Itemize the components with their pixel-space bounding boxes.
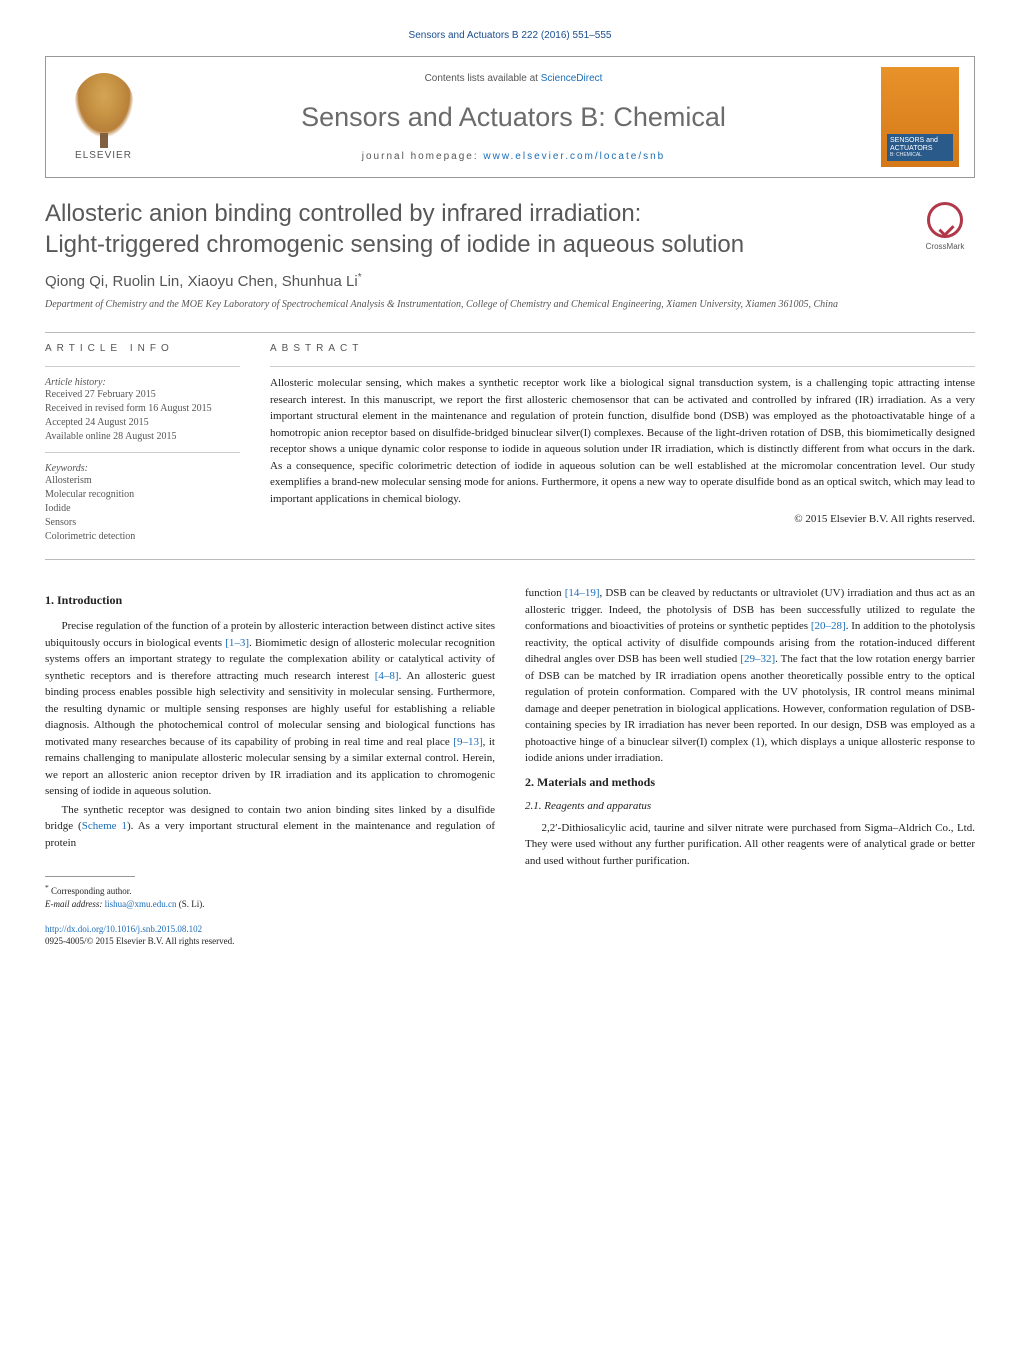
body-text: function: [525, 587, 565, 599]
history-line: Received 27 February 2015: [45, 388, 240, 402]
body-paragraph: 2,2′-Dithiosalicylic acid, taurine and s…: [525, 820, 975, 870]
cover-label-top: SENSORS and: [890, 137, 950, 145]
doi-link[interactable]: http://dx.doi.org/10.1016/j.snb.2015.08.…: [45, 924, 202, 934]
authors: Qiong Qi, Ruolin Lin, Xiaoyu Chen, Shunh…: [45, 272, 975, 290]
left-column: 1. Introduction Precise regulation of th…: [45, 585, 495, 947]
elsevier-logo: ELSEVIER: [61, 70, 146, 165]
contents-available: Contents lists available at ScienceDirec…: [146, 73, 881, 84]
citation-link[interactable]: [9–13]: [453, 736, 482, 748]
citation-link[interactable]: [1–3]: [225, 637, 249, 649]
history-line: Received in revised form 16 August 2015: [45, 402, 240, 416]
history-label: Article history:: [45, 377, 240, 388]
abstract-copyright: © 2015 Elsevier B.V. All rights reserved…: [270, 513, 975, 525]
section-heading-1: 1. Introduction: [45, 593, 495, 608]
cover-label: SENSORS and ACTUATORS B: CHEMICAL: [887, 134, 953, 161]
footnote-divider: [45, 876, 135, 877]
history-line: Accepted 24 August 2015: [45, 416, 240, 430]
journal-cover: SENSORS and ACTUATORS B: CHEMICAL: [881, 67, 959, 167]
keyword: Colorimetric detection: [45, 530, 240, 544]
issn-copyright: 0925-4005/© 2015 Elsevier B.V. All right…: [45, 936, 234, 946]
journal-homepage: journal homepage: www.elsevier.com/locat…: [146, 151, 881, 162]
crossmark-badge[interactable]: CrossMark: [915, 202, 975, 251]
body-text: . The fact that the low rotation energy …: [525, 653, 975, 764]
journal-reference: Sensors and Actuators B 222 (2016) 551–5…: [45, 30, 975, 41]
abstract: ABSTRACT Allosteric molecular sensing, w…: [270, 343, 975, 544]
history-line: Available online 28 August 2015: [45, 430, 240, 444]
crossmark-icon: [927, 202, 963, 238]
email-suffix: (S. Li).: [176, 899, 204, 909]
corresponding-marker: *: [358, 272, 362, 283]
article-info-heading: ARTICLE INFO: [45, 343, 240, 354]
citation-link[interactable]: [4–8]: [375, 670, 399, 682]
section-heading-2: 2. Materials and methods: [525, 775, 975, 790]
email-link[interactable]: lishua@xmu.edu.cn: [105, 899, 177, 909]
homepage-link[interactable]: www.elsevier.com/locate/snb: [483, 151, 665, 162]
title-line-2: Light-triggered chromogenic sensing of i…: [45, 231, 744, 258]
cover-sub: B: CHEMICAL: [890, 153, 950, 159]
body-paragraph: Precise regulation of the function of a …: [45, 618, 495, 800]
citation-link[interactable]: [20–28]: [811, 620, 846, 632]
citation-link[interactable]: [14–19]: [565, 587, 600, 599]
footer-block: http://dx.doi.org/10.1016/j.snb.2015.08.…: [45, 923, 495, 948]
abstract-heading: ABSTRACT: [270, 343, 975, 354]
scheme-link[interactable]: Scheme 1: [82, 820, 127, 832]
keyword: Molecular recognition: [45, 488, 240, 502]
corr-label: Corresponding author.: [51, 886, 132, 896]
keyword: Allosterism: [45, 474, 240, 488]
author-list: Qiong Qi, Ruolin Lin, Xiaoyu Chen, Shunh…: [45, 273, 358, 290]
elsevier-tree-icon: [74, 73, 134, 138]
journal-header: ELSEVIER Contents lists available at Sci…: [45, 56, 975, 178]
keyword: Sensors: [45, 516, 240, 530]
abstract-text: Allosteric molecular sensing, which make…: [270, 375, 975, 507]
affiliation: Department of Chemistry and the MOE Key …: [45, 298, 975, 312]
body-paragraph: function [14–19], DSB can be cleaved by …: [525, 585, 975, 767]
footnote-marker: *: [45, 883, 49, 892]
homepage-prefix: journal homepage:: [362, 151, 484, 162]
subsection-heading-21: 2.1. Reagents and apparatus: [525, 800, 975, 812]
citation-link[interactable]: [29–32]: [740, 653, 775, 665]
email-label: E-mail address:: [45, 899, 105, 909]
right-column: function [14–19], DSB can be cleaved by …: [525, 585, 975, 947]
corresponding-footnote: * Corresponding author. E-mail address: …: [45, 883, 495, 910]
contents-prefix: Contents lists available at: [425, 73, 541, 84]
crossmark-label: CrossMark: [915, 242, 975, 251]
article-title: Allosteric anion binding controlled by i…: [45, 198, 895, 260]
sciencedirect-link[interactable]: ScienceDirect: [541, 73, 603, 84]
keywords-label: Keywords:: [45, 463, 240, 474]
keyword: Iodide: [45, 502, 240, 516]
journal-title: Sensors and Actuators B: Chemical: [146, 102, 881, 133]
elsevier-label: ELSEVIER: [75, 150, 132, 161]
abstract-divider: [270, 366, 975, 367]
info-divider: [45, 366, 240, 367]
divider: [45, 559, 975, 560]
title-line-1: Allosteric anion binding controlled by i…: [45, 200, 641, 227]
divider: [45, 332, 975, 333]
article-info: ARTICLE INFO Article history: Received 2…: [45, 343, 240, 544]
body-paragraph: The synthetic receptor was designed to c…: [45, 802, 495, 852]
info-divider: [45, 452, 240, 453]
